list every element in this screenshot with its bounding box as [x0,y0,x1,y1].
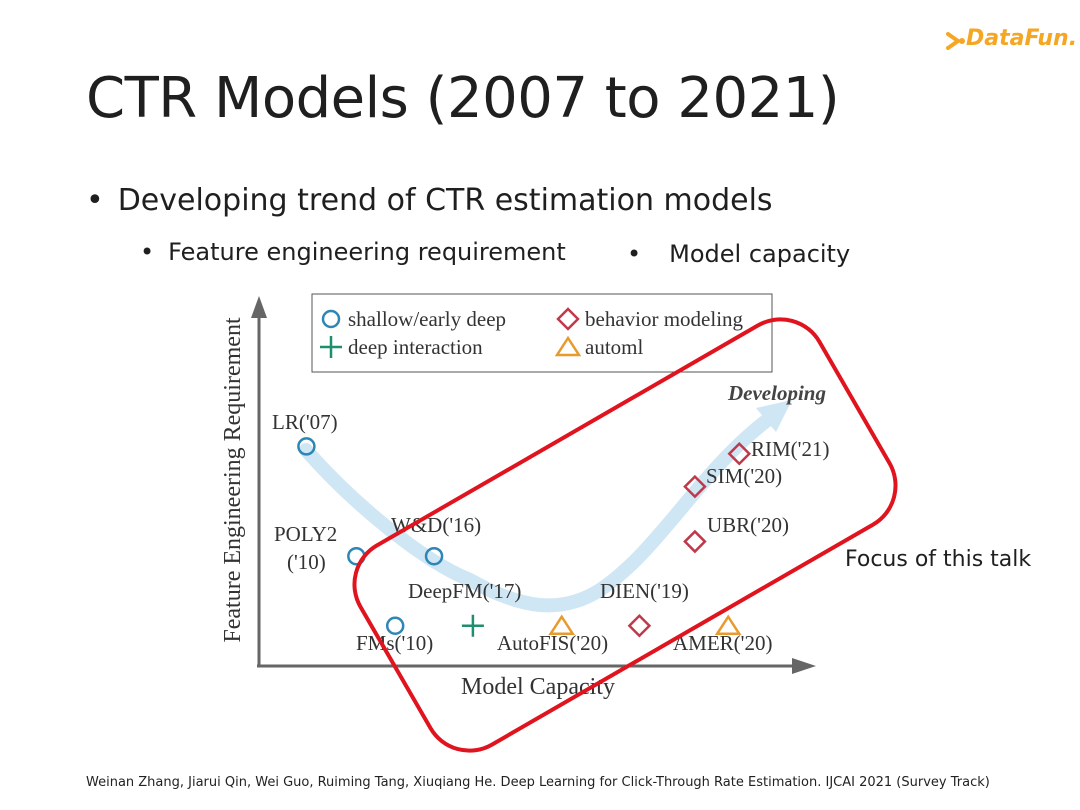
point-label-poly2: POLY2 ('10) [274,522,343,574]
y-axis-label: Feature Engineering Requirement [220,317,246,643]
point-label-wd: W&D('16) [391,513,481,537]
main-bullet: • Developing trend of CTR estimation mode… [86,183,773,218]
legend-diamond-icon [556,307,580,331]
point-label-autofis: AutoFIS('20) [497,631,608,655]
data-point-rim-21 [727,441,752,466]
legend-circle-icon [321,309,341,329]
legend-label: automl [585,335,643,359]
legend-label: deep interaction [348,335,483,359]
poly2-line1: POLY2 [274,522,337,546]
data-point-sim-20 [683,474,707,499]
point-label-fms: FMs('10) [356,631,433,655]
datafun-logo: DataFun. [966,26,1078,51]
point-label-sim: SIM('20) [706,464,782,488]
main-bullet-text: Developing trend of CTR estimation model… [117,183,773,218]
legend-box [311,293,773,373]
point-label-rim: RIM('21) [751,437,829,461]
y-axis-arrow [251,296,267,318]
x-axis-arrow [792,658,816,674]
sub-bullet-capacity: • Model capacity [627,240,851,268]
point-label-amer: AMER('20) [673,631,772,655]
data-point-ubr-20 [683,529,707,554]
point-label-ubr: UBR('20) [707,513,789,537]
points-layer [297,437,752,638]
point-label-lr: LR('07) [272,410,338,434]
data-point-dien-19 [627,613,652,638]
trend-arrowhead [756,400,792,432]
point-label-deepfm: DeepFM('17) [408,579,521,603]
trend-label: Developing [727,381,826,405]
sub-bullet-text: Feature engineering requirement [168,238,566,266]
data-point-autofis-20 [548,614,575,635]
poly2-line2: ('10) [287,550,326,574]
focus-highlight-box [352,317,898,753]
legend-plus-icon [320,336,342,358]
datafun-logo-icon [946,32,965,50]
data-point-deepfm-17 [461,614,484,637]
legend-label: shallow/early deep [348,307,506,331]
focus-annotation: Focus of this talk [845,547,1032,572]
trend-curve [299,411,777,613]
data-point-fms-10 [385,616,405,635]
legend-label: behavior modeling [585,307,744,331]
legend: shallow/early deep behavior modeling dee… [320,307,744,359]
legend-triangle-icon [554,335,582,357]
data-point-w-d-16 [424,546,444,566]
citation: Weinan Zhang, Jiarui Qin, Wei Guo, Ruimi… [86,775,990,790]
data-point-lr-07 [297,437,316,456]
point-label-dien: DIEN('19) [600,579,689,603]
sub-bullet-text: Model capacity [669,240,851,268]
data-point-amer-20 [714,614,742,635]
page-title: CTR Models (2007 to 2021) [86,66,840,131]
sub-bullet-feature: • Feature engineering requirement [140,238,566,266]
